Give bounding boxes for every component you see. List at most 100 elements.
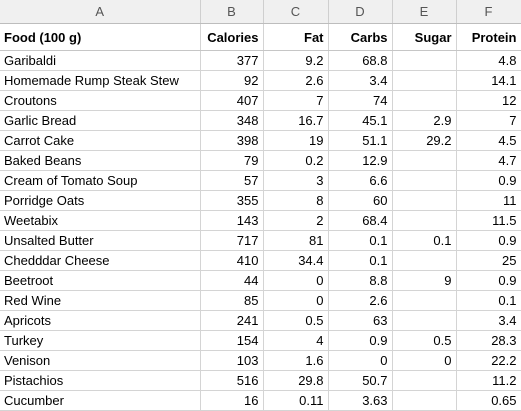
food-cell[interactable]: Croutons (0, 90, 201, 111)
calories-cell[interactable]: 348 (200, 110, 264, 131)
calories-cell[interactable]: 16 (200, 390, 264, 411)
protein-cell[interactable]: 0.65 (456, 390, 521, 411)
protein-cell[interactable]: 0.9 (456, 230, 521, 251)
sugar-cell[interactable] (392, 170, 457, 191)
protein-cell[interactable]: 0.9 (456, 170, 521, 191)
protein-cell[interactable]: 4.5 (456, 130, 521, 151)
calories-cell[interactable]: 57 (200, 170, 264, 191)
food-cell[interactable]: Beetroot (0, 270, 201, 291)
food-cell[interactable]: Garlic Bread (0, 110, 201, 131)
carbs-cell[interactable]: 68.8 (328, 50, 393, 71)
sugar-cell[interactable]: 29.2 (392, 130, 457, 151)
sugar-cell[interactable] (392, 390, 457, 411)
sugar-cell[interactable]: 9 (392, 270, 457, 291)
protein-cell[interactable]: 7 (456, 110, 521, 131)
fat-cell[interactable]: 2.6 (263, 70, 329, 91)
fat-cell[interactable]: 3 (263, 170, 329, 191)
fat-cell[interactable]: 29.8 (263, 370, 329, 391)
column-header-b[interactable]: B (200, 0, 264, 24)
food-cell[interactable]: Apricots (0, 310, 201, 331)
sugar-cell[interactable] (392, 50, 457, 71)
header-protein-cell[interactable]: Protein (456, 23, 521, 51)
calories-cell[interactable]: 407 (200, 90, 264, 111)
protein-cell[interactable]: 28.3 (456, 330, 521, 351)
calories-cell[interactable]: 79 (200, 150, 264, 171)
fat-cell[interactable]: 4 (263, 330, 329, 351)
carbs-cell[interactable]: 50.7 (328, 370, 393, 391)
header-calories-cell[interactable]: Calories (200, 23, 264, 51)
calories-cell[interactable]: 44 (200, 270, 264, 291)
protein-cell[interactable]: 25 (456, 250, 521, 271)
protein-cell[interactable]: 11 (456, 190, 521, 211)
calories-cell[interactable]: 355 (200, 190, 264, 211)
calories-cell[interactable]: 377 (200, 50, 264, 71)
carbs-cell[interactable]: 3.63 (328, 390, 393, 411)
sugar-cell[interactable] (392, 90, 457, 111)
calories-cell[interactable]: 154 (200, 330, 264, 351)
calories-cell[interactable]: 410 (200, 250, 264, 271)
carbs-cell[interactable]: 12.9 (328, 150, 393, 171)
carbs-cell[interactable]: 0 (328, 350, 393, 371)
food-cell[interactable]: Venison (0, 350, 201, 371)
column-header-e[interactable]: E (392, 0, 457, 24)
sugar-cell[interactable] (392, 190, 457, 211)
food-cell[interactable]: Baked Beans (0, 150, 201, 171)
calories-cell[interactable]: 143 (200, 210, 264, 231)
food-cell[interactable]: Cream of Tomato Soup (0, 170, 201, 191)
sugar-cell[interactable]: 0 (392, 350, 457, 371)
food-cell[interactable]: Unsalted Butter (0, 230, 201, 251)
carbs-cell[interactable]: 60 (328, 190, 393, 211)
carbs-cell[interactable]: 74 (328, 90, 393, 111)
fat-cell[interactable]: 0 (263, 290, 329, 311)
header-fat-cell[interactable]: Fat (263, 23, 329, 51)
column-header-d[interactable]: D (328, 0, 393, 24)
calories-cell[interactable]: 516 (200, 370, 264, 391)
header-sugar-cell[interactable]: Sugar (392, 23, 457, 51)
carbs-cell[interactable]: 0.1 (328, 250, 393, 271)
food-cell[interactable]: Porridge Oats (0, 190, 201, 211)
protein-cell[interactable]: 12 (456, 90, 521, 111)
carbs-cell[interactable]: 45.1 (328, 110, 393, 131)
food-cell[interactable]: Turkey (0, 330, 201, 351)
protein-cell[interactable]: 0.9 (456, 270, 521, 291)
protein-cell[interactable]: 22.2 (456, 350, 521, 371)
column-header-f[interactable]: F (456, 0, 521, 24)
food-cell[interactable]: Chedddar Cheese (0, 250, 201, 271)
food-cell[interactable]: Pistachios (0, 370, 201, 391)
fat-cell[interactable]: 8 (263, 190, 329, 211)
calories-cell[interactable]: 241 (200, 310, 264, 331)
food-cell[interactable]: Red Wine (0, 290, 201, 311)
carbs-cell[interactable]: 8.8 (328, 270, 393, 291)
column-header-c[interactable]: C (263, 0, 329, 24)
calories-cell[interactable]: 85 (200, 290, 264, 311)
fat-cell[interactable]: 19 (263, 130, 329, 151)
fat-cell[interactable]: 0.5 (263, 310, 329, 331)
sugar-cell[interactable] (392, 370, 457, 391)
carbs-cell[interactable]: 68.4 (328, 210, 393, 231)
food-cell[interactable]: Carrot Cake (0, 130, 201, 151)
sugar-cell[interactable]: 0.1 (392, 230, 457, 251)
fat-cell[interactable]: 1.6 (263, 350, 329, 371)
sugar-cell[interactable] (392, 250, 457, 271)
calories-cell[interactable]: 398 (200, 130, 264, 151)
fat-cell[interactable]: 9.2 (263, 50, 329, 71)
fat-cell[interactable]: 7 (263, 90, 329, 111)
food-cell[interactable]: Weetabix (0, 210, 201, 231)
header-carbs-cell[interactable]: Carbs (328, 23, 393, 51)
protein-cell[interactable]: 3.4 (456, 310, 521, 331)
food-cell[interactable]: Homemade Rump Steak Stew (0, 70, 201, 91)
protein-cell[interactable]: 11.2 (456, 370, 521, 391)
protein-cell[interactable]: 11.5 (456, 210, 521, 231)
sugar-cell[interactable] (392, 290, 457, 311)
carbs-cell[interactable]: 3.4 (328, 70, 393, 91)
sugar-cell[interactable] (392, 150, 457, 171)
protein-cell[interactable]: 4.7 (456, 150, 521, 171)
carbs-cell[interactable]: 0.9 (328, 330, 393, 351)
carbs-cell[interactable]: 6.6 (328, 170, 393, 191)
fat-cell[interactable]: 81 (263, 230, 329, 251)
sugar-cell[interactable]: 2.9 (392, 110, 457, 131)
calories-cell[interactable]: 103 (200, 350, 264, 371)
carbs-cell[interactable]: 2.6 (328, 290, 393, 311)
carbs-cell[interactable]: 63 (328, 310, 393, 331)
sugar-cell[interactable] (392, 70, 457, 91)
